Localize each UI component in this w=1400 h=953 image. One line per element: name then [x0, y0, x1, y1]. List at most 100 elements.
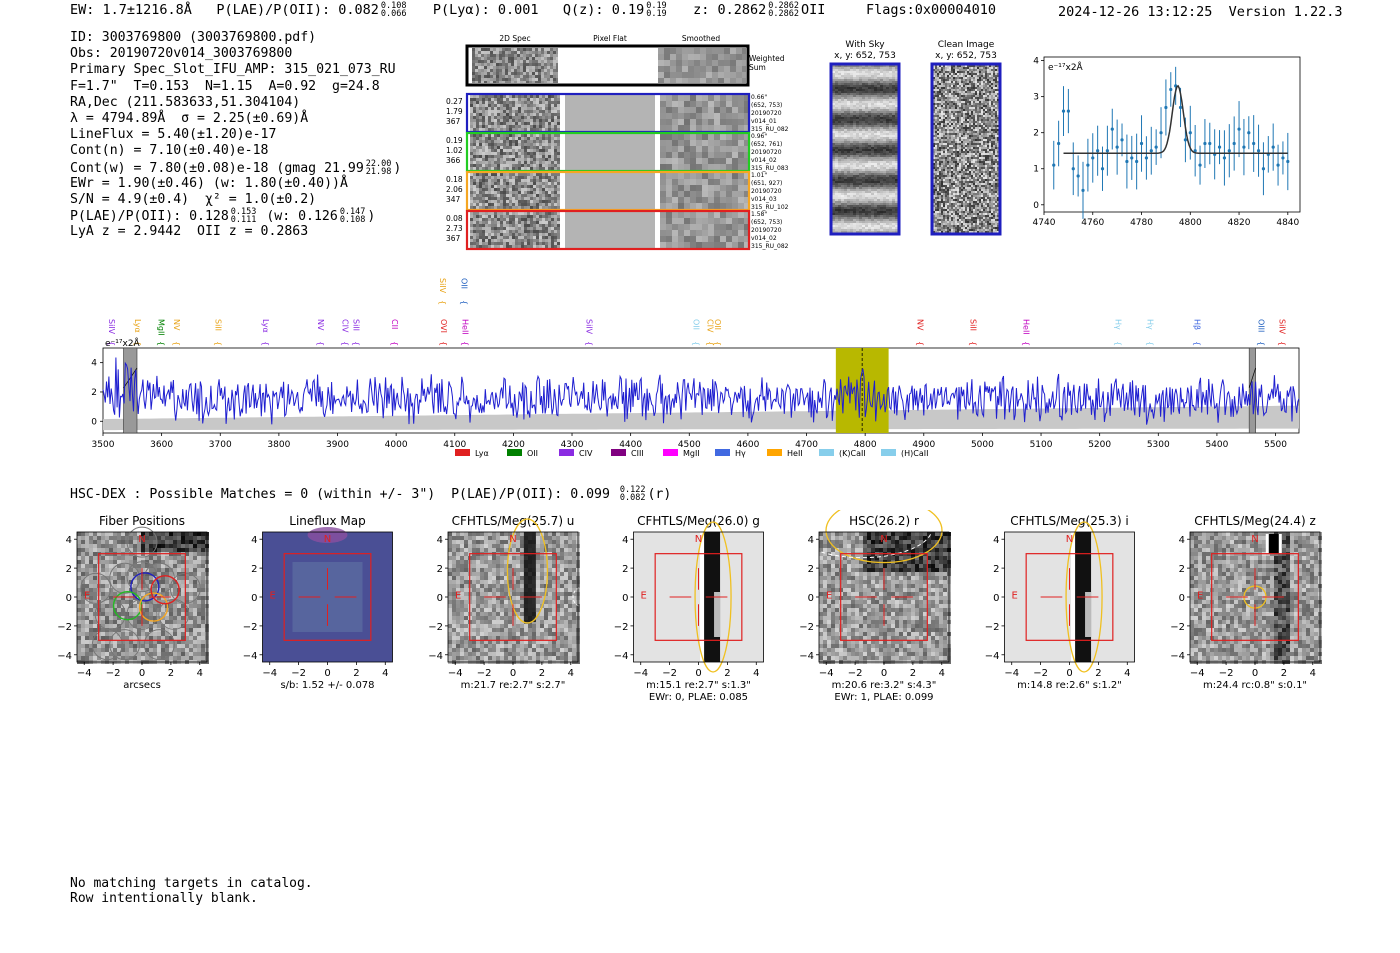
spectral-line-brace: {: [390, 341, 399, 346]
fit-point: [1208, 141, 1212, 146]
fit-point: [1125, 159, 1129, 164]
spectral-line-label: OII: [713, 319, 722, 330]
fit-point: [1252, 141, 1256, 146]
cutout-row-meta: (651, 927): [751, 180, 782, 187]
north-marker: N: [880, 534, 887, 545]
panel-caption: m:15.1 re:2.7" s:1.3": [646, 680, 751, 691]
with-sky-title: With Sky: [845, 40, 885, 50]
panel-y-tick-label: −4: [243, 651, 258, 662]
spectral-line-mark: CII {: [390, 319, 399, 346]
spectral-line-label: NV: [172, 319, 181, 331]
spectrum-x-tick-label: 4100: [443, 440, 466, 450]
cutout-row-meta: (652, 753): [751, 102, 782, 109]
panel-y-tick-label: 2: [437, 564, 443, 575]
cutout-row-stat: 1.79: [446, 107, 463, 116]
panel-y-tick-label: 0: [808, 593, 814, 604]
fit-x-tick-label: 4840: [1276, 218, 1299, 228]
fit-point: [1120, 138, 1124, 142]
cutout-2dspec: [470, 95, 560, 131]
north-marker: N: [324, 534, 331, 545]
with-sky-frame: [829, 62, 901, 236]
spectral-line-mark: SiII {: [214, 319, 223, 346]
hsc-dex-summary: HSC-DEX : Possible Matches = 0 (within +…: [70, 486, 671, 503]
spectrum-x-tick-label: 4300: [561, 440, 584, 450]
panel-y-tick-label: −4: [57, 651, 72, 662]
fit-point: [1281, 156, 1285, 160]
legend-label: MgII: [683, 449, 700, 458]
sky-images: With Sky x, y: 652, 753 Clean Image x, y…: [829, 40, 1002, 236]
spectral-line-label: Lyα: [133, 319, 142, 333]
cutout-row-meta: v014_02: [751, 235, 777, 242]
panel-x-tick-label: 0: [510, 668, 516, 679]
east-marker: E: [826, 590, 832, 601]
search-box: [654, 553, 743, 641]
spectral-line-brace: {: [439, 341, 448, 346]
fit-point: [1178, 105, 1183, 110]
panel-y-tick-label: 2: [1179, 564, 1185, 575]
spectrum-x-tick-label: 4600: [736, 440, 759, 450]
spectrum-y-tick-label: 4: [91, 359, 97, 369]
spectral-line-mark: SiII {: [969, 319, 978, 346]
panel-x-tick-label: 0: [1066, 668, 1072, 679]
spectral-line-mark: CIV {: [341, 319, 350, 346]
spectral-line-brace: {: [691, 341, 700, 346]
info-lya-z: LyA z = 2.9442 OII z = 0.2863: [70, 224, 309, 240]
fit-point: [1271, 145, 1275, 149]
cutout-row-frame: [465, 209, 751, 251]
panel-title: CFHTLS/Meg(25.7) u: [452, 514, 575, 528]
spectrum-x-tick-label: 4500: [678, 440, 701, 450]
east-marker: E: [84, 590, 90, 601]
header-z: z: 0.2862: [693, 2, 767, 18]
spectral-line-mark: OVI {: [439, 319, 448, 346]
fit-point: [1227, 149, 1231, 153]
east-marker: E: [1197, 590, 1203, 601]
fit-axes-frame: [1043, 56, 1301, 213]
spectral-line-brace: {: [460, 341, 469, 346]
north-marker: N: [509, 534, 516, 545]
panel-x-tick-label: 0: [139, 668, 145, 679]
cutout-smoothed: [660, 212, 748, 248]
image-panel-g: CFHTLS/Meg(26.0) gNE−4−4−2−2002244m:15.1…: [614, 514, 764, 703]
legend-label: CIII: [631, 449, 644, 458]
spectrum-legend: Lyα OII CIV CIII MgII Hγ HeII (K)CaII (H)CaII: [455, 449, 928, 458]
panel-y-tick-label: 0: [1179, 593, 1185, 604]
legend-label: Lyα: [475, 449, 489, 458]
legend-label: (K)CaII: [839, 449, 866, 458]
panel-x-tick-label: −2: [106, 668, 121, 679]
panel-x-tick-label: 2: [168, 668, 174, 679]
image-panel-u: CFHTLS/Meg(25.7) uNE−4−4−2−2002244m:21.7…: [428, 514, 594, 691]
cutout-pixelflat: [565, 134, 655, 170]
cutout-row-stat: 0.27: [446, 97, 463, 106]
fit-point: [1071, 167, 1075, 171]
panel-y-tick-label: −2: [428, 622, 443, 633]
cutout-pixelflat: [565, 212, 655, 248]
fit-point: [1159, 131, 1163, 135]
search-box: [1025, 553, 1114, 641]
fit-point: [1276, 163, 1280, 167]
cutout-row-stat: 367: [446, 117, 461, 126]
spectral-line-brace: {: [351, 341, 360, 346]
cutout-row-meta: 0.66": [751, 94, 767, 101]
cutout-row-meta: 0.96": [751, 133, 767, 140]
info-radec: RA,Dec (211.583633,51.304104): [70, 94, 301, 110]
weighted-label-1: Weighted: [749, 54, 785, 63]
spectrum-x-tick-label: 3600: [150, 440, 173, 450]
east-marker: E: [1011, 590, 1017, 601]
spectral-line-mark: Lyα {: [261, 319, 270, 346]
panel-x-tick-label: 4: [568, 668, 574, 679]
legend-swatch: [715, 449, 730, 456]
search-box: [840, 553, 928, 641]
spectral-line-mark: Hγ {: [1146, 319, 1155, 346]
cutout-row-meta: v014_01: [751, 118, 777, 125]
cutout-row-meta: v014_02: [751, 157, 777, 164]
fit-point: [1105, 149, 1109, 153]
spectrum-trace: [102, 357, 1300, 425]
spectrum-x-tick-label: 3700: [209, 440, 232, 450]
fit-y-tick-label: 3: [1033, 93, 1039, 103]
panel-y-tick-label: 4: [66, 535, 72, 546]
cutout-row-meta: 1.58": [751, 211, 767, 218]
fit-point: [1261, 167, 1266, 171]
legend-label: (H)CaII: [901, 449, 928, 458]
cutout-row-meta: 315_RU_102: [751, 204, 789, 211]
